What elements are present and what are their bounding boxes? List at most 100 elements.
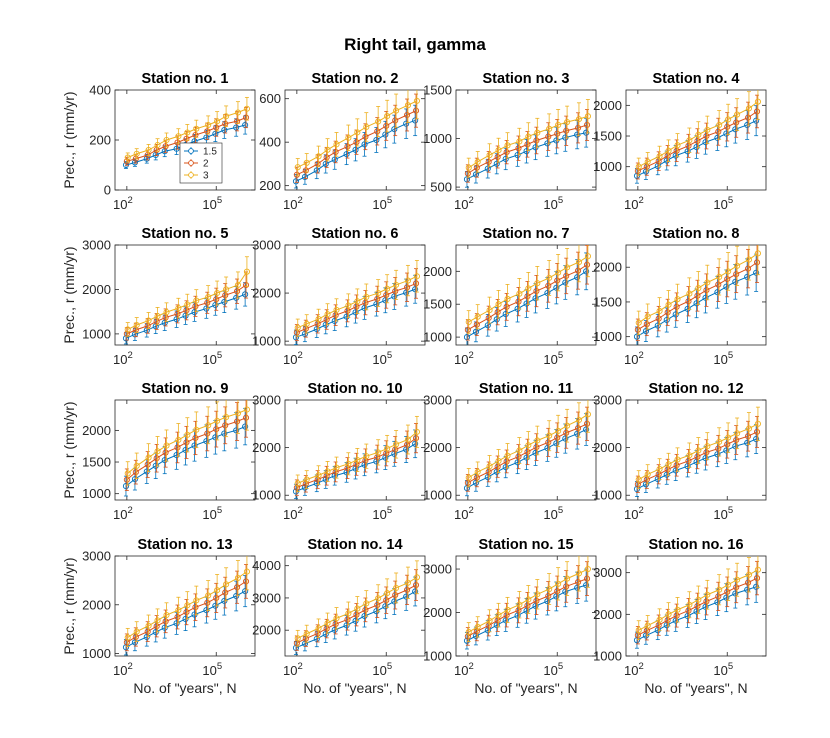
data-point xyxy=(384,590,391,597)
data-point xyxy=(243,105,250,112)
data-point xyxy=(315,315,322,323)
data-point xyxy=(563,272,570,279)
data-point xyxy=(715,445,722,452)
data-point xyxy=(382,603,389,610)
data-point xyxy=(154,448,161,455)
series-group xyxy=(122,556,250,656)
data-point xyxy=(502,464,509,471)
data-point xyxy=(361,461,368,468)
x-tick-exponent: 5 xyxy=(558,661,563,672)
data-point xyxy=(745,265,752,272)
data-point xyxy=(575,116,583,123)
data-point xyxy=(574,430,581,437)
y-axis-label: Prec., r (mm/yr) xyxy=(61,246,77,343)
series-group xyxy=(292,260,420,345)
data-point xyxy=(315,472,322,479)
data-point xyxy=(524,293,531,300)
data-point xyxy=(704,591,711,598)
data-point xyxy=(213,594,220,602)
series-line-1.5 xyxy=(636,586,757,641)
data-point xyxy=(174,139,181,146)
y-tick-label: 1000 xyxy=(593,329,622,344)
data-point xyxy=(363,123,370,131)
y-tick-label: 1000 xyxy=(423,330,452,345)
data-point xyxy=(656,153,663,160)
data-point xyxy=(191,442,198,449)
data-point xyxy=(575,579,582,586)
data-point xyxy=(463,637,471,644)
data-point xyxy=(734,262,741,269)
data-point xyxy=(686,601,693,608)
y-tick-label: 3000 xyxy=(423,562,452,577)
data-point xyxy=(703,287,710,294)
data-point xyxy=(685,607,692,614)
data-point xyxy=(392,288,399,295)
data-point xyxy=(313,480,320,487)
data-point xyxy=(362,299,369,306)
data-point xyxy=(564,575,571,582)
series-group xyxy=(122,256,250,345)
data-point xyxy=(221,126,228,134)
series-line-3 xyxy=(468,413,589,479)
data-point xyxy=(665,461,672,468)
series-line-1.5 xyxy=(295,443,416,492)
data-point xyxy=(494,153,501,161)
data-point xyxy=(362,457,369,464)
data-point xyxy=(525,133,532,140)
legend-swatch-marker xyxy=(188,160,194,166)
series-line-1.5 xyxy=(466,270,587,338)
data-point xyxy=(322,476,329,483)
x-tick-exponent: 5 xyxy=(728,350,733,361)
x-tick-exponent: 2 xyxy=(638,350,643,361)
data-point xyxy=(404,579,412,586)
panel-title: Station no. 1 xyxy=(142,71,229,87)
data-point xyxy=(673,303,680,310)
data-point xyxy=(354,605,361,612)
data-point xyxy=(314,476,321,483)
series-group xyxy=(633,406,761,497)
data-point xyxy=(393,441,400,448)
series-line-3 xyxy=(468,568,589,633)
data-point xyxy=(693,300,700,307)
data-point xyxy=(375,290,382,297)
data-point xyxy=(745,105,753,112)
data-point xyxy=(563,429,570,436)
y-tick-label: 1500 xyxy=(82,455,111,470)
x-tick-exponent: 5 xyxy=(558,350,563,361)
data-point xyxy=(133,150,140,157)
data-point xyxy=(754,250,761,257)
data-point xyxy=(153,455,160,462)
data-point xyxy=(213,124,220,131)
data-point xyxy=(635,627,642,634)
data-point xyxy=(546,274,553,281)
data-point xyxy=(464,326,471,333)
series-line-2 xyxy=(637,577,758,636)
y-tick-label: 2000 xyxy=(423,264,452,279)
data-point xyxy=(332,148,339,156)
y-tick-label: 2000 xyxy=(82,423,111,438)
panel-title: Station no. 10 xyxy=(307,381,402,397)
series-line-1.5 xyxy=(295,119,416,182)
data-point xyxy=(502,155,509,162)
data-point xyxy=(352,465,359,472)
y-tick-label: 1000 xyxy=(423,488,452,503)
data-point xyxy=(345,460,352,467)
data-point xyxy=(153,623,160,630)
data-point xyxy=(331,156,338,163)
figure-title: Right tail, gamma xyxy=(344,35,486,54)
data-point xyxy=(234,109,242,116)
data-point xyxy=(745,579,752,586)
y-tick-label: 2000 xyxy=(252,440,281,455)
data-point xyxy=(234,118,241,125)
data-point xyxy=(495,301,502,308)
series-group xyxy=(633,556,761,649)
data-point xyxy=(524,448,531,455)
data-point xyxy=(143,155,150,162)
data-point xyxy=(665,147,672,154)
data-point xyxy=(673,612,680,619)
data-point xyxy=(192,434,199,442)
data-point xyxy=(753,117,760,124)
y-tick-label: 3000 xyxy=(593,393,622,408)
panel-title: Station no. 3 xyxy=(483,71,570,87)
data-point xyxy=(294,480,301,487)
